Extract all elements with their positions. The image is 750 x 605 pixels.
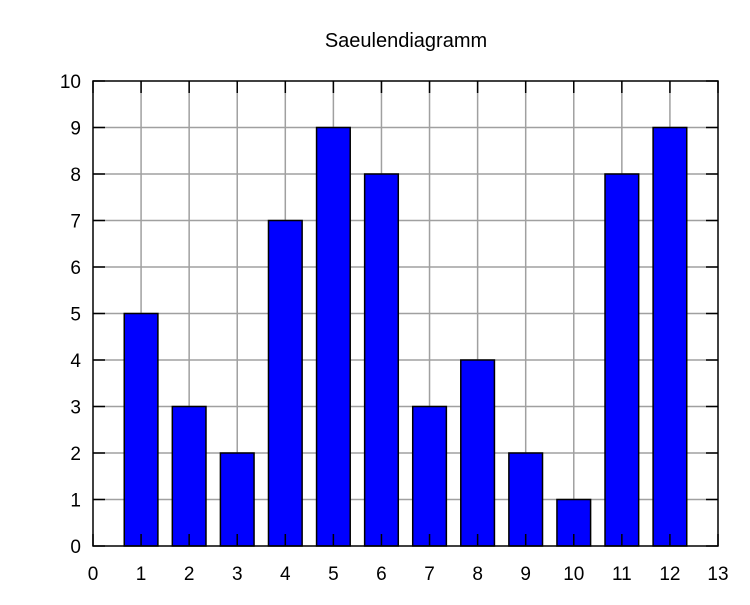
x-tick-label: 1 (136, 564, 147, 585)
bar (267, 219, 303, 547)
y-tick-label: 3 (70, 398, 81, 419)
x-tick-label: 13 (707, 564, 728, 585)
bars (123, 126, 688, 547)
bar (460, 359, 496, 547)
x-tick-label: 12 (659, 564, 680, 585)
bar (652, 126, 688, 547)
x-tick-label: 11 (612, 564, 632, 585)
bar (219, 452, 255, 547)
x-tick-label: 8 (472, 564, 483, 585)
y-tick-label: 7 (70, 212, 81, 233)
x-tick-label: 3 (232, 564, 243, 585)
y-tick-label: 0 (70, 537, 81, 558)
bar (363, 173, 400, 547)
bar (604, 173, 640, 547)
x-tick-label: 6 (376, 564, 387, 585)
x-tick-label: 2 (184, 564, 195, 585)
bar (411, 405, 448, 547)
y-tick-label: 5 (70, 305, 81, 326)
x-tick-label: 4 (280, 564, 291, 585)
x-tick-label: 7 (424, 564, 435, 585)
bar (508, 452, 544, 547)
x-tick-label: 10 (563, 564, 584, 585)
y-tick-label: 4 (70, 351, 81, 372)
y-tick-label: 10 (60, 72, 81, 93)
x-tick-label: 5 (328, 564, 339, 585)
y-tick-label: 9 (70, 119, 81, 140)
bar (171, 405, 207, 547)
x-tick-label: 0 (88, 564, 99, 585)
x-tick-label: 9 (520, 564, 531, 585)
chart-title: Saeulendiagramm (325, 30, 487, 52)
y-tick-label: 1 (70, 491, 81, 512)
y-tick-label: 8 (70, 165, 81, 186)
y-tick-label: 6 (70, 258, 81, 279)
bar (315, 126, 351, 547)
y-tick-label: 2 (70, 444, 81, 465)
bar (123, 312, 159, 547)
